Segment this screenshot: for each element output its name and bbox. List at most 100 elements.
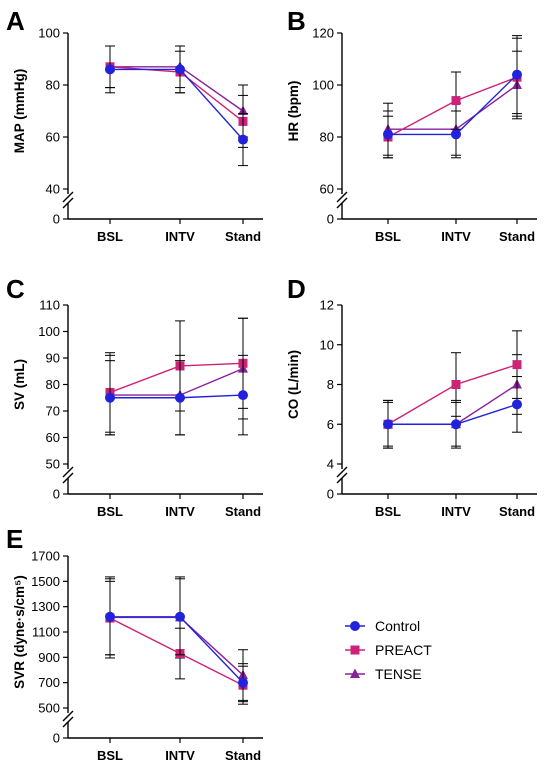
x-tick-label: INTV xyxy=(441,229,471,244)
axis-break-mark xyxy=(62,710,74,722)
series-line xyxy=(110,68,244,141)
series-line xyxy=(110,616,244,676)
x-tick-label: Stand xyxy=(225,748,261,762)
x-tick-label: BSL xyxy=(375,229,401,244)
data-point xyxy=(512,360,522,370)
y-tick-label: 100 xyxy=(38,26,60,41)
panel-letter: E xyxy=(6,524,23,554)
y-tick-label: 80 xyxy=(46,377,60,392)
y-tick-label: 60 xyxy=(46,130,60,145)
y-tick-label: 8 xyxy=(327,377,334,392)
y-tick-label: 700 xyxy=(38,675,60,690)
y-tick-label: 90 xyxy=(46,351,60,366)
y-axis-title: HR (bpm) xyxy=(286,81,301,142)
x-tick-label: INTV xyxy=(165,748,195,762)
y-tick-label: 1700 xyxy=(31,549,60,564)
data-point xyxy=(238,677,248,688)
y-tick-label: 120 xyxy=(312,26,334,41)
panel-e: E 500 700 900 1100 1300 1500 1700 0 BSL INTV Stand S… xyxy=(6,524,263,762)
x-tick-label: Stand xyxy=(225,229,261,244)
y-tick-label: 0 xyxy=(53,731,60,746)
legend-item: Control xyxy=(345,618,420,634)
x-tick-label: BSL xyxy=(97,229,123,244)
y-axis-title: CO (L/min) xyxy=(286,350,301,419)
y-tick-label: 1300 xyxy=(31,599,60,614)
data-point xyxy=(175,392,185,403)
y-tick-label: 6 xyxy=(327,417,334,432)
legend-item: TENSE xyxy=(345,666,422,682)
data-point xyxy=(383,129,393,140)
y-tick-label: 80 xyxy=(46,78,60,93)
legend-marker xyxy=(350,621,360,631)
y-tick-label: 60 xyxy=(320,182,334,197)
series-line xyxy=(388,84,518,130)
panel-a: A 40 60 80 100 0 BSL INTV Stand MAP (mmHg) xyxy=(6,6,263,244)
legend-item: PREACT xyxy=(345,642,432,658)
y-tick-label: 40 xyxy=(46,182,60,197)
series-line xyxy=(110,367,244,396)
series-line xyxy=(387,76,518,138)
data-point xyxy=(512,399,522,410)
series-control xyxy=(383,35,522,159)
axis-break-mark xyxy=(62,191,74,203)
y-tick-label: 60 xyxy=(46,430,60,445)
data-point xyxy=(451,380,461,389)
data-point xyxy=(451,96,461,106)
series-preact xyxy=(383,330,522,449)
series-tense xyxy=(105,317,248,436)
data-point xyxy=(238,134,248,145)
legend: Control PREACT TENSE xyxy=(345,618,432,682)
data-point xyxy=(175,64,185,75)
y-tick-label: 100 xyxy=(312,78,334,93)
x-tick-label: BSL xyxy=(97,748,123,762)
x-tick-label: Stand xyxy=(499,504,535,519)
y-axis-title: SVR (dyne·s/cm⁵) xyxy=(12,575,27,689)
panel-letter: A xyxy=(6,6,25,36)
panel-letter: B xyxy=(287,6,306,36)
legend-marker xyxy=(350,645,360,655)
legend-marker xyxy=(350,668,360,678)
x-tick-label: INTV xyxy=(165,229,195,244)
x-tick-label: Stand xyxy=(225,504,261,519)
legend-label: PREACT xyxy=(375,642,432,658)
y-tick-label: 100 xyxy=(38,324,60,339)
panel-b: B 60 80 100 120 0 BSL INTV Stand HR (bpm) xyxy=(286,6,537,244)
y-tick-label: 0 xyxy=(327,212,334,227)
series-control xyxy=(383,376,522,449)
data-point xyxy=(105,64,115,75)
series-tense xyxy=(105,45,248,138)
series-tense xyxy=(105,576,248,701)
x-tick-label: BSL xyxy=(375,504,401,519)
data-point xyxy=(451,129,461,140)
x-tick-label: BSL xyxy=(97,504,123,519)
series-control xyxy=(105,354,248,436)
series-control xyxy=(105,45,248,167)
series-preact xyxy=(105,45,248,148)
y-tick-label: 500 xyxy=(38,701,60,716)
y-tick-label: 900 xyxy=(38,650,60,665)
y-tick-label: 50 xyxy=(46,457,60,472)
y-axis-title: SV (mL) xyxy=(12,359,27,410)
y-tick-label: 1100 xyxy=(32,625,60,640)
x-tick-label: INTV xyxy=(441,504,471,519)
y-axis-title: MAP (mmHg) xyxy=(12,69,27,154)
data-point xyxy=(105,392,115,403)
axis-break-mark xyxy=(336,191,348,203)
x-tick-label: INTV xyxy=(165,504,195,519)
axis-break-mark xyxy=(336,466,348,478)
y-tick-label: 10 xyxy=(320,337,334,352)
data-point xyxy=(238,390,248,401)
data-point xyxy=(383,419,393,430)
y-tick-label: 80 xyxy=(320,130,334,145)
y-tick-label: 70 xyxy=(46,404,60,419)
legend-label: TENSE xyxy=(375,666,422,682)
series-line xyxy=(387,363,518,425)
y-tick-label: 0 xyxy=(53,212,60,227)
y-tick-label: 110 xyxy=(39,298,60,313)
panel-d: D 4 6 8 10 12 0 BSL INTV Stand CO (L/min) xyxy=(286,274,537,519)
series-control xyxy=(105,578,248,703)
panel-c: C 50 60 70 80 90 100 110 0 BSL INTV Stand SV (mL) xyxy=(6,274,263,519)
axis-break-mark xyxy=(62,466,74,478)
series-preact xyxy=(383,37,522,159)
